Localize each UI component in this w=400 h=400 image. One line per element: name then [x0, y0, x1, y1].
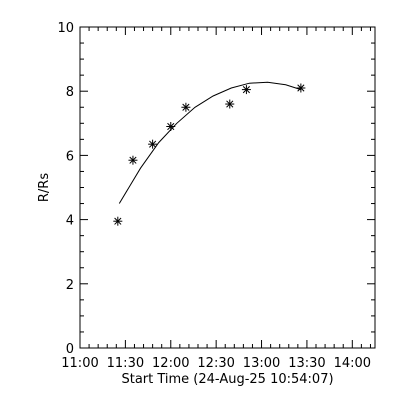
- x-tick-label: 11:30: [107, 356, 144, 371]
- data-point-asterisk: [241, 85, 251, 95]
- data-point-asterisk: [166, 122, 176, 132]
- data-point-asterisk: [148, 139, 158, 149]
- x-tick-label: 13:30: [288, 356, 325, 371]
- y-tick-label: 6: [66, 149, 74, 164]
- data-point-asterisk: [181, 102, 191, 112]
- y-axis-label: R/Rs: [37, 173, 52, 202]
- y-tick-label: 0: [66, 342, 74, 357]
- fit-curve-layer: [118, 81, 302, 204]
- data-point-asterisk: [296, 83, 306, 93]
- data-point-asterisk: [113, 216, 123, 226]
- data-point-asterisk: [225, 99, 235, 109]
- y-tick-label: 2: [66, 278, 74, 293]
- data-points: [113, 83, 306, 226]
- tick-labels: 11:00 11:30 12:00 12:30 13:00 13:30 14:00 0 2 4 6 8…: [57, 21, 371, 371]
- data-point-asterisk: [128, 155, 138, 165]
- y-tick-label: 8: [66, 85, 74, 100]
- x-tick-label: 13:00: [243, 356, 280, 371]
- x-tick-label: 12:00: [152, 356, 189, 371]
- y-tick-label: 10: [57, 21, 74, 36]
- x-axis-label: Start Time (24-Aug-25 10:54:07): [121, 372, 333, 387]
- x-tick-label: 11:00: [61, 356, 98, 371]
- axis-ticks: [79, 26, 375, 349]
- plot-axes: [79, 26, 376, 349]
- fit-curve: [118, 81, 302, 204]
- y-tick-label: 4: [66, 214, 74, 229]
- x-tick-label: 12:30: [197, 356, 234, 371]
- plot-frame: [79, 26, 376, 349]
- x-tick-label: 14:00: [334, 356, 371, 371]
